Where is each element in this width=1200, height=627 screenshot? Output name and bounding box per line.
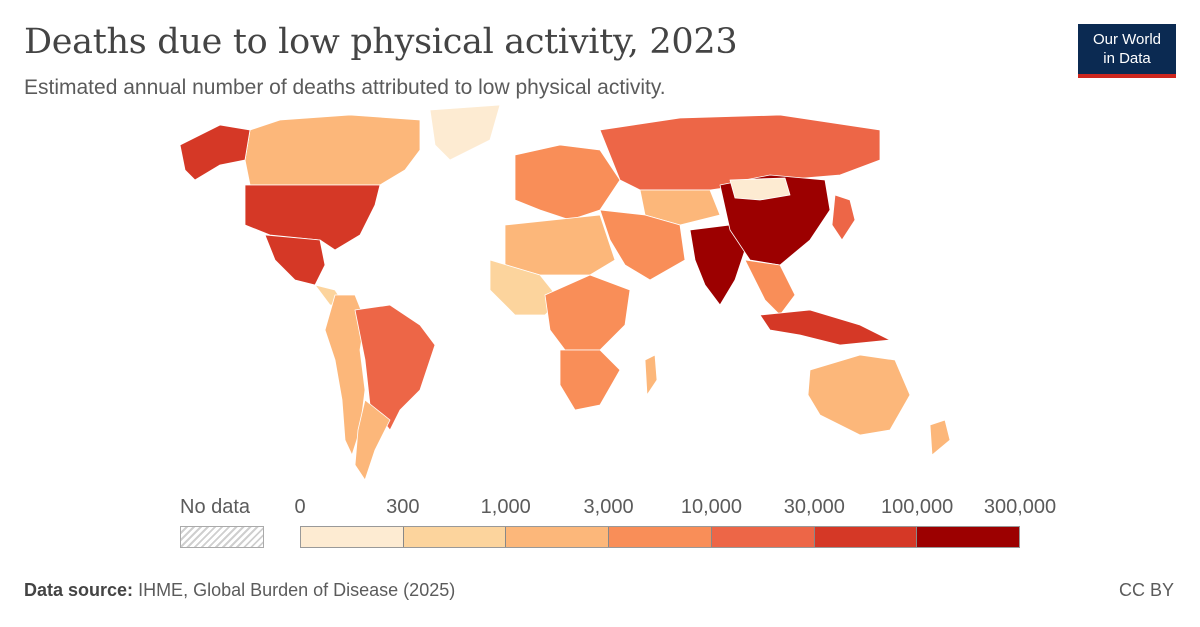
no-data-label: No data bbox=[180, 496, 251, 518]
legend-scale bbox=[300, 526, 1020, 548]
map-region-argentina[interactable] bbox=[354, 399, 391, 480]
page-title: Deaths due to low physical activity, 202… bbox=[24, 22, 738, 62]
map-region-central-africa[interactable] bbox=[544, 274, 631, 351]
page-subtitle: Estimated annual number of deaths attrib… bbox=[24, 76, 666, 99]
logo-line-1: Our World bbox=[1092, 31, 1162, 48]
map-region-new-zealand[interactable] bbox=[929, 419, 951, 456]
map-region-mongolia[interactable] bbox=[729, 177, 791, 201]
data-source-label: Data source: bbox=[24, 580, 134, 600]
map-region-north-america-canada[interactable] bbox=[244, 114, 421, 186]
logo-line-2: in Data bbox=[1103, 50, 1151, 67]
map-region-mexico[interactable] bbox=[264, 234, 326, 286]
map-region-western-europe[interactable] bbox=[514, 144, 621, 221]
map-region-brazil[interactable] bbox=[354, 304, 436, 431]
map-region-north-africa[interactable] bbox=[504, 214, 616, 276]
legend-tick: 10,000 bbox=[680, 496, 743, 518]
legend-tick: 300,000 bbox=[983, 496, 1057, 518]
map-region-middle-east[interactable] bbox=[599, 209, 686, 281]
map-region-madagascar[interactable] bbox=[644, 354, 658, 396]
map-region-greenland[interactable] bbox=[429, 104, 501, 161]
legend-tick: 300 bbox=[386, 496, 420, 518]
map-region-indonesia[interactable] bbox=[759, 309, 891, 346]
data-source-text: IHME, Global Burden of Disease (2025) bbox=[138, 580, 456, 600]
legend-bin-1 bbox=[402, 527, 506, 547]
map-region-central-asia[interactable] bbox=[639, 189, 721, 226]
map-region-russia[interactable] bbox=[599, 114, 881, 191]
legend-bin-5 bbox=[813, 527, 917, 547]
legend-bin-2 bbox=[505, 527, 609, 547]
legend-tick: 0 bbox=[294, 496, 306, 518]
owid-logo[interactable]: Our World in Data bbox=[1078, 24, 1176, 78]
legend-tick: 1,000 bbox=[480, 496, 531, 518]
no-data-swatch bbox=[180, 526, 264, 548]
legend-tick: 3,000 bbox=[583, 496, 634, 518]
map-region-japan[interactable] bbox=[831, 194, 856, 241]
world-map bbox=[179, 104, 951, 480]
legend-tick: 30,000 bbox=[783, 496, 845, 518]
license-link[interactable]: CC BY bbox=[1118, 580, 1174, 600]
map-region-australia[interactable] bbox=[807, 354, 911, 436]
legend-bin-3 bbox=[608, 527, 711, 547]
map-region-united-states[interactable] bbox=[244, 184, 381, 251]
map-region-alaska[interactable] bbox=[179, 124, 251, 181]
map-region-southeast-asia[interactable] bbox=[744, 259, 796, 316]
map-region-sub-saharan-africa[interactable] bbox=[489, 259, 561, 316]
data-source: Data source: IHME, Global Burden of Dise… bbox=[24, 580, 455, 601]
legend-bin-0 bbox=[301, 527, 403, 547]
legend-bin-4 bbox=[710, 527, 814, 547]
legend-tick: 100,000 bbox=[880, 496, 954, 518]
legend-bin-6 bbox=[916, 527, 1020, 547]
map-region-south-africa[interactable] bbox=[559, 349, 621, 411]
